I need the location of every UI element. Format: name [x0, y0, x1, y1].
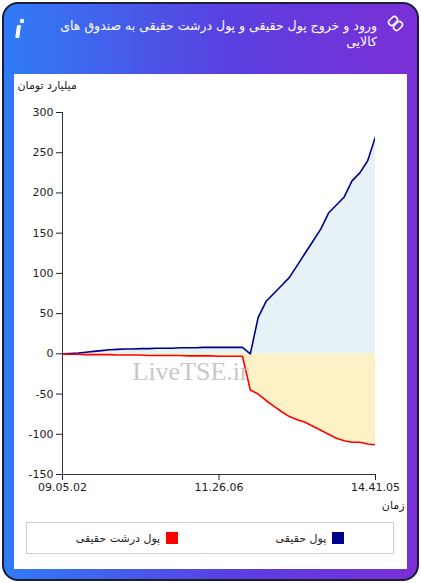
svg-text:میلیارد تومان: میلیارد تومان: [18, 79, 77, 92]
svg-text:14.41.05: 14.41.05: [351, 481, 400, 494]
svg-text:زمان: زمان: [382, 499, 405, 512]
svg-text:-50: -50: [36, 388, 54, 401]
svg-text:-150: -150: [29, 468, 54, 481]
svg-text:0: 0: [47, 347, 54, 360]
svg-text:200: 200: [33, 186, 54, 199]
svg-text:250: 250: [33, 146, 54, 159]
svg-text:300: 300: [33, 106, 54, 119]
svg-text:09.05.02: 09.05.02: [38, 481, 87, 494]
svg-text:150: 150: [33, 227, 54, 240]
svg-text:-100: -100: [29, 428, 54, 441]
svg-text:LiveTSE.ir: LiveTSE.ir: [133, 357, 250, 386]
html-text:ورود و خروج پول حقیقی و پول در: ورود و خروج پول حقیقی و پول درشت حقیقی ب…: [60, 18, 377, 49]
html-text:پول حقیقی: پول حقیقی: [275, 531, 327, 545]
svg-text:11.26.06: 11.26.06: [195, 481, 244, 494]
svg-text:100: 100: [33, 267, 54, 280]
html-text:پول درشت حقیقی: پول درشت حقیقی: [75, 531, 161, 545]
svg-text:50: 50: [40, 307, 54, 320]
